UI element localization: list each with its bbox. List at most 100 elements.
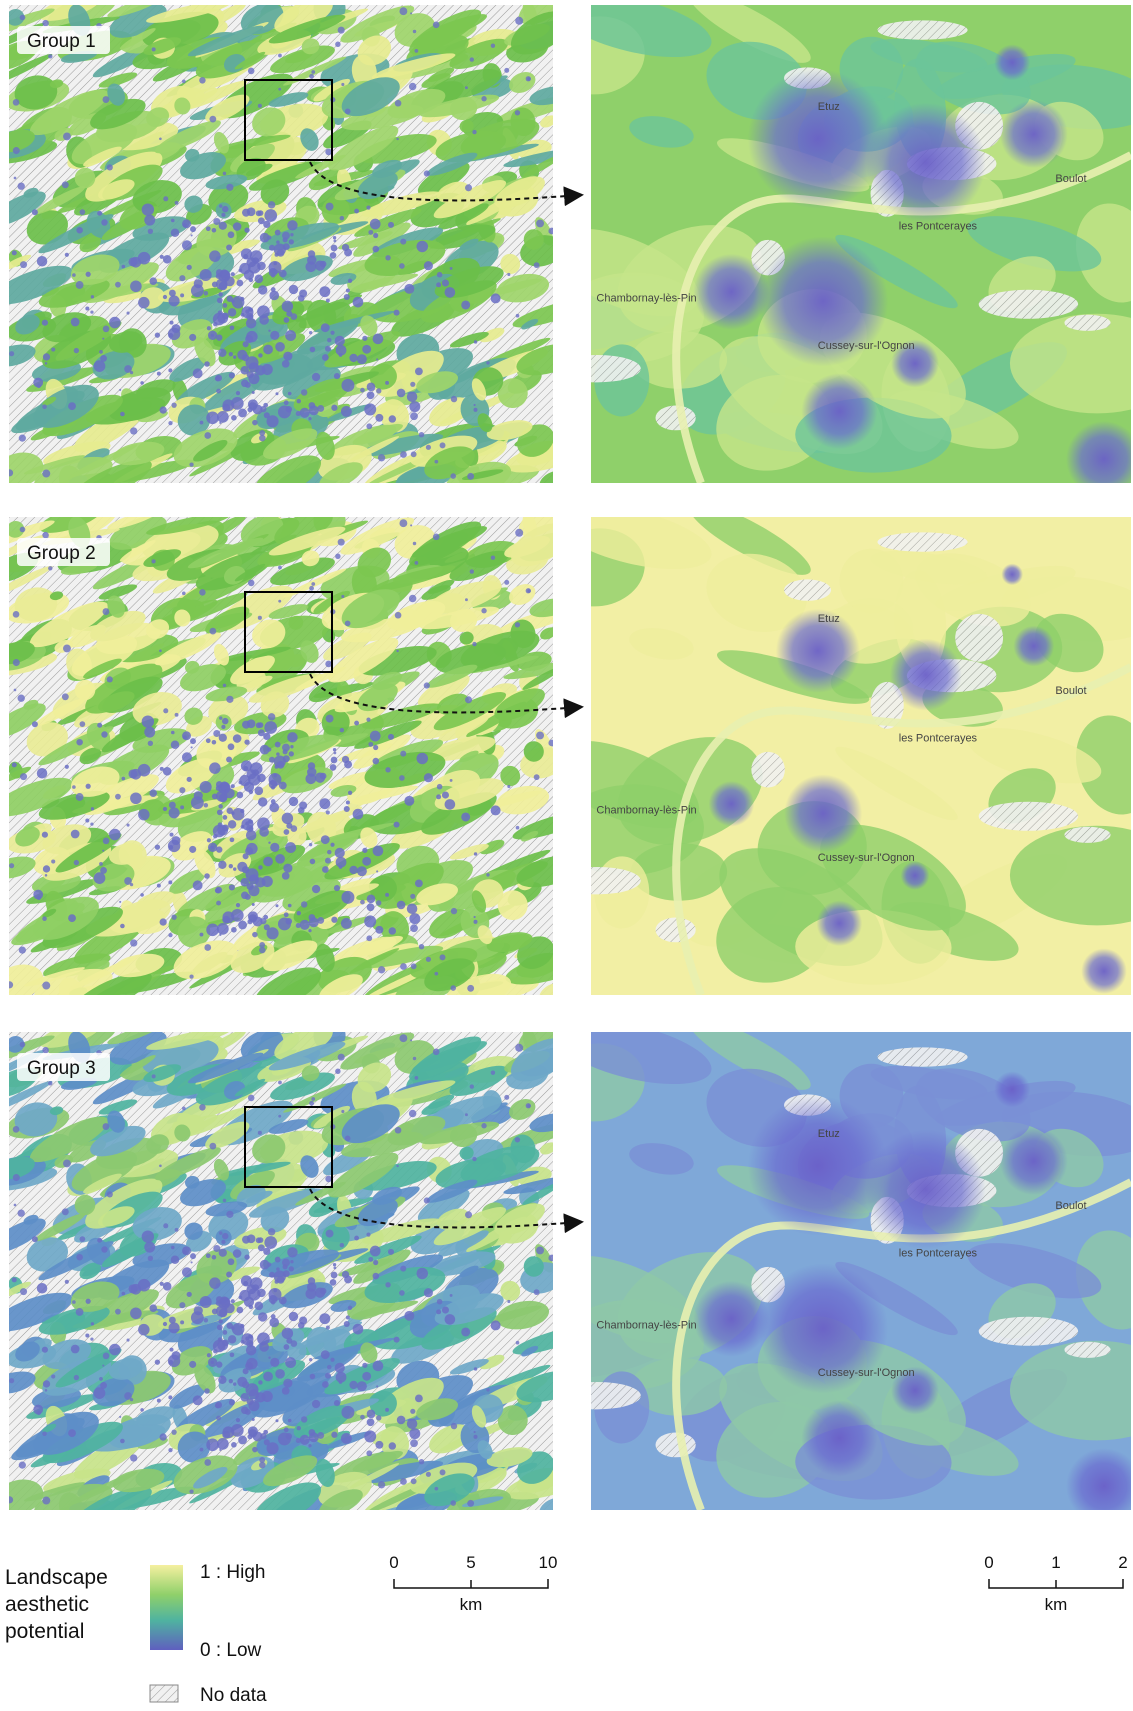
low-value-blob	[1013, 625, 1055, 667]
urban-low-area	[226, 1271, 233, 1278]
urban-low-area	[396, 900, 406, 910]
urban-low-area	[341, 243, 350, 252]
low-spot	[465, 1329, 468, 1333]
urban-low-area	[244, 227, 250, 233]
urban-low-area	[473, 1434, 478, 1439]
low-spot	[290, 825, 298, 832]
urban-low-area	[287, 1247, 298, 1258]
urban-low-area	[347, 1305, 353, 1310]
urban-low-area	[263, 412, 270, 419]
detail-patch	[1009, 1340, 1131, 1441]
low-spot	[190, 1261, 193, 1264]
low-spot	[267, 235, 272, 240]
low-spot	[102, 1352, 110, 1360]
legend-gradient	[150, 1565, 183, 1650]
low-spot	[434, 1486, 439, 1491]
urban-low-area	[415, 1394, 423, 1403]
urban-low-area	[215, 374, 223, 382]
low-spot	[337, 1053, 345, 1061]
landscape-patch	[362, 1218, 441, 1244]
urban-low-area	[369, 218, 381, 230]
urban-low-area	[222, 1339, 229, 1347]
low-spot	[434, 971, 439, 976]
urban-low-area	[308, 405, 319, 416]
low-spot	[44, 874, 48, 877]
landscape-patch	[319, 1489, 363, 1510]
landscape-patch	[205, 94, 250, 122]
urban-low-area	[416, 752, 429, 765]
landscape-patch	[539, 982, 553, 995]
urban-low-area	[252, 916, 263, 927]
urban-low-area	[277, 1432, 291, 1446]
urban-low-area	[329, 764, 337, 771]
detail-patch	[591, 517, 712, 570]
low-spot	[490, 1070, 496, 1075]
urban-low-area	[257, 1332, 270, 1346]
urban-low-area	[251, 902, 255, 906]
landscape-patch	[9, 565, 53, 598]
urban-low-area	[168, 880, 173, 885]
urban-low-area	[278, 1296, 287, 1305]
urban-low-area	[352, 1323, 364, 1335]
low-spot	[203, 803, 209, 808]
landscape-patch	[417, 1188, 470, 1223]
detail-patch	[591, 1299, 704, 1391]
landscape-patch	[14, 1102, 58, 1137]
landscape-patch	[184, 195, 203, 213]
low-spot	[90, 822, 94, 826]
urban-low-area	[388, 1442, 397, 1450]
urban-low-area	[299, 1434, 310, 1445]
low-spot	[147, 1255, 154, 1261]
urban-low-area	[364, 915, 377, 928]
landscape-patch	[174, 609, 191, 627]
urban-low-area	[322, 354, 329, 361]
urban-low-area	[64, 252, 69, 257]
landscape-patch	[101, 206, 159, 241]
low-spot	[199, 589, 206, 596]
low-spot	[311, 582, 316, 586]
low-spot	[396, 1164, 399, 1168]
landscape-patch	[459, 119, 474, 133]
landscape-patch	[293, 378, 351, 412]
urban-low-area	[42, 865, 51, 873]
low-spot	[19, 14, 26, 21]
place-name: Chambornay-lès-Pin	[596, 1319, 696, 1331]
landscape-patch	[450, 365, 486, 385]
urban-low-area	[246, 1234, 256, 1244]
urban-low-area	[227, 743, 235, 751]
low-spot	[61, 181, 69, 189]
low-spot	[408, 82, 417, 91]
urban-low-area	[436, 1309, 442, 1315]
low-spot	[425, 444, 431, 450]
urban-low-area	[137, 251, 151, 265]
low-spot	[467, 984, 475, 992]
urban-low-area	[216, 922, 229, 935]
low-spot	[536, 731, 545, 740]
urban-low-area	[362, 1362, 368, 1368]
low-spot	[394, 611, 402, 619]
group-label-box	[17, 26, 110, 54]
low-spot	[12, 99, 20, 106]
urban-low-area	[275, 341, 285, 352]
low-spot	[335, 1068, 341, 1074]
low-spot	[432, 21, 440, 29]
urban-low-area	[288, 1266, 294, 1272]
urban-low-area	[211, 281, 218, 288]
low-spot	[376, 388, 382, 394]
low-spot	[129, 370, 134, 375]
low-value-blob	[747, 68, 888, 209]
low-spot	[124, 365, 132, 373]
landscape-patch	[146, 107, 170, 127]
low-spot	[324, 345, 331, 352]
landscape-patch	[9, 254, 32, 271]
low-spot	[51, 859, 56, 864]
low-spot	[282, 231, 290, 240]
low-spot	[174, 1227, 179, 1232]
urban-low-area	[226, 1322, 233, 1329]
urban-low-area	[245, 847, 254, 856]
low-spot	[394, 1126, 402, 1134]
landscape-patch	[98, 691, 135, 712]
landscape-patch	[486, 420, 533, 441]
urban-low-area	[263, 732, 271, 741]
urban-low-area	[193, 1306, 203, 1316]
